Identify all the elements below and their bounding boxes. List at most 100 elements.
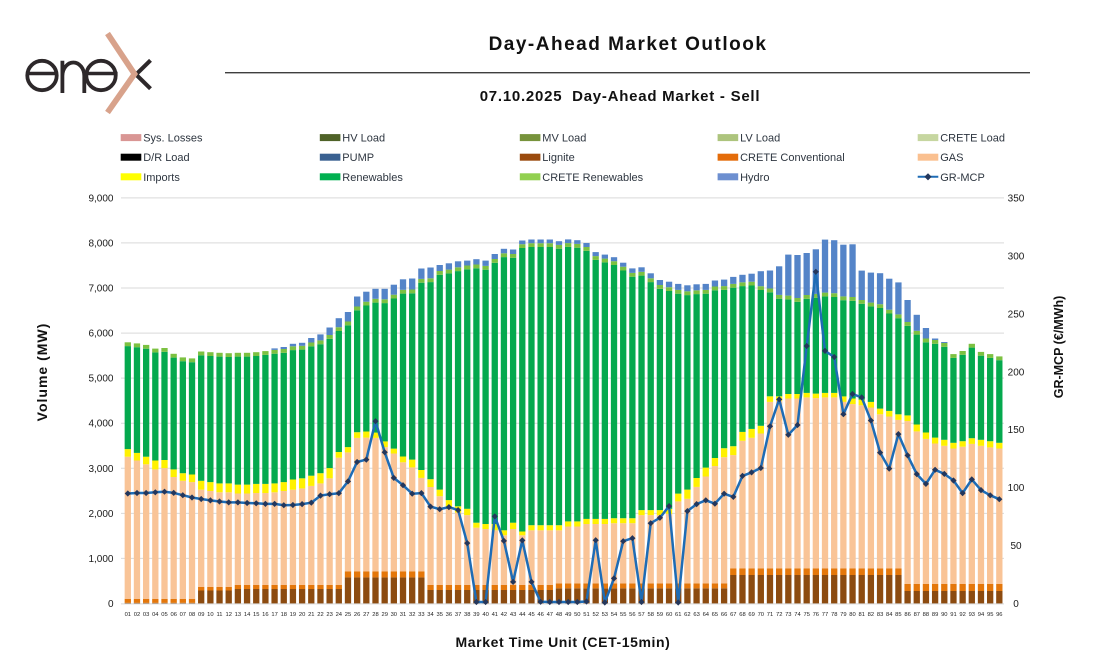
svg-text:72: 72 (776, 612, 782, 618)
svg-text:66: 66 (721, 612, 727, 618)
svg-text:18: 18 (281, 612, 287, 618)
svg-text:50: 50 (1010, 541, 1022, 552)
svg-text:10: 10 (207, 612, 213, 618)
svg-text:21: 21 (308, 612, 314, 618)
svg-text:0: 0 (1013, 599, 1019, 610)
svg-text:HV Load: HV Load (342, 133, 385, 145)
svg-text:04: 04 (152, 612, 159, 618)
svg-text:03: 03 (143, 612, 149, 618)
svg-text:81: 81 (858, 612, 864, 618)
svg-text:CRETE Conventional: CRETE Conventional (740, 152, 845, 164)
svg-text:55: 55 (620, 612, 626, 618)
svg-text:PUMP: PUMP (342, 152, 374, 164)
svg-text:27: 27 (363, 612, 369, 618)
svg-text:250: 250 (1008, 309, 1025, 320)
svg-text:80: 80 (849, 612, 855, 618)
svg-text:64: 64 (703, 612, 710, 618)
svg-text:75: 75 (803, 612, 809, 618)
svg-text:67: 67 (730, 612, 736, 618)
svg-text:33: 33 (418, 612, 424, 618)
svg-text:58: 58 (647, 612, 653, 618)
svg-text:94: 94 (978, 612, 985, 618)
svg-text:19: 19 (290, 612, 296, 618)
svg-text:MV Load: MV Load (542, 133, 586, 145)
svg-text:88: 88 (923, 612, 929, 618)
svg-text:59: 59 (657, 612, 663, 618)
svg-text:CRETE Load: CRETE Load (940, 133, 1005, 145)
svg-text:07: 07 (180, 612, 186, 618)
svg-text:23: 23 (326, 612, 332, 618)
svg-text:37: 37 (455, 612, 461, 618)
svg-text:4,000: 4,000 (88, 419, 113, 430)
svg-text:79: 79 (840, 612, 846, 618)
svg-text:86: 86 (904, 612, 910, 618)
svg-text:13: 13 (235, 612, 241, 618)
svg-text:200: 200 (1008, 367, 1025, 378)
svg-text:8,000: 8,000 (88, 238, 113, 249)
svg-text:85: 85 (895, 612, 901, 618)
svg-text:30: 30 (391, 612, 397, 618)
svg-text:77: 77 (822, 612, 828, 618)
svg-text:53: 53 (602, 612, 608, 618)
svg-text:48: 48 (556, 612, 562, 618)
svg-text:90: 90 (941, 612, 947, 618)
svg-text:Market Time Unit (CET-15min): Market Time Unit (CET-15min) (456, 634, 671, 650)
svg-text:44: 44 (519, 612, 526, 618)
svg-text:Lignite: Lignite (542, 152, 574, 164)
svg-text:69: 69 (748, 612, 754, 618)
svg-text:51: 51 (583, 612, 589, 618)
svg-text:73: 73 (785, 612, 791, 618)
svg-text:22: 22 (317, 612, 323, 618)
svg-text:35: 35 (436, 612, 442, 618)
svg-text:20: 20 (299, 612, 305, 618)
svg-text:17: 17 (271, 612, 277, 618)
svg-text:2,000: 2,000 (88, 509, 113, 520)
svg-text:12: 12 (225, 612, 231, 618)
svg-text:45: 45 (528, 612, 534, 618)
svg-text:92: 92 (959, 612, 965, 618)
svg-text:87: 87 (914, 612, 920, 618)
svg-text:46: 46 (537, 612, 543, 618)
svg-text:49: 49 (565, 612, 571, 618)
svg-text:06: 06 (170, 612, 176, 618)
svg-text:GR-MCP: GR-MCP (940, 172, 985, 184)
svg-text:3,000: 3,000 (88, 464, 113, 475)
svg-text:29: 29 (381, 612, 387, 618)
svg-text:150: 150 (1008, 425, 1025, 436)
svg-text:16: 16 (262, 612, 268, 618)
svg-text:42: 42 (501, 612, 507, 618)
svg-text:68: 68 (739, 612, 745, 618)
svg-text:62: 62 (684, 612, 690, 618)
svg-text:26: 26 (354, 612, 360, 618)
svg-text:93: 93 (969, 612, 975, 618)
svg-text:25: 25 (345, 612, 351, 618)
svg-text:08: 08 (189, 612, 195, 618)
svg-text:63: 63 (693, 612, 699, 618)
svg-text:83: 83 (877, 612, 883, 618)
svg-text:24: 24 (336, 612, 343, 618)
svg-text:0: 0 (108, 599, 114, 610)
svg-text:GAS: GAS (940, 152, 963, 164)
svg-text:96: 96 (996, 612, 1002, 618)
svg-text:65: 65 (712, 612, 718, 618)
svg-text:52: 52 (592, 612, 598, 618)
svg-text:41: 41 (492, 612, 498, 618)
svg-text:09: 09 (198, 612, 204, 618)
svg-text:61: 61 (675, 612, 681, 618)
svg-text:05: 05 (161, 612, 167, 618)
svg-text:36: 36 (446, 612, 452, 618)
svg-text:56: 56 (629, 612, 635, 618)
svg-text:54: 54 (611, 612, 618, 618)
svg-text:Hydro: Hydro (740, 172, 769, 184)
svg-text:82: 82 (868, 612, 874, 618)
svg-text:31: 31 (400, 612, 406, 618)
svg-text:95: 95 (987, 612, 993, 618)
svg-text:LV Load: LV Load (740, 133, 780, 145)
svg-text:15: 15 (253, 612, 259, 618)
svg-text:01: 01 (125, 612, 131, 618)
svg-text:89: 89 (932, 612, 938, 618)
svg-text:76: 76 (813, 612, 819, 618)
svg-text:38: 38 (464, 612, 470, 618)
svg-text:D/R Load: D/R Load (143, 152, 189, 164)
svg-text:32: 32 (409, 612, 415, 618)
